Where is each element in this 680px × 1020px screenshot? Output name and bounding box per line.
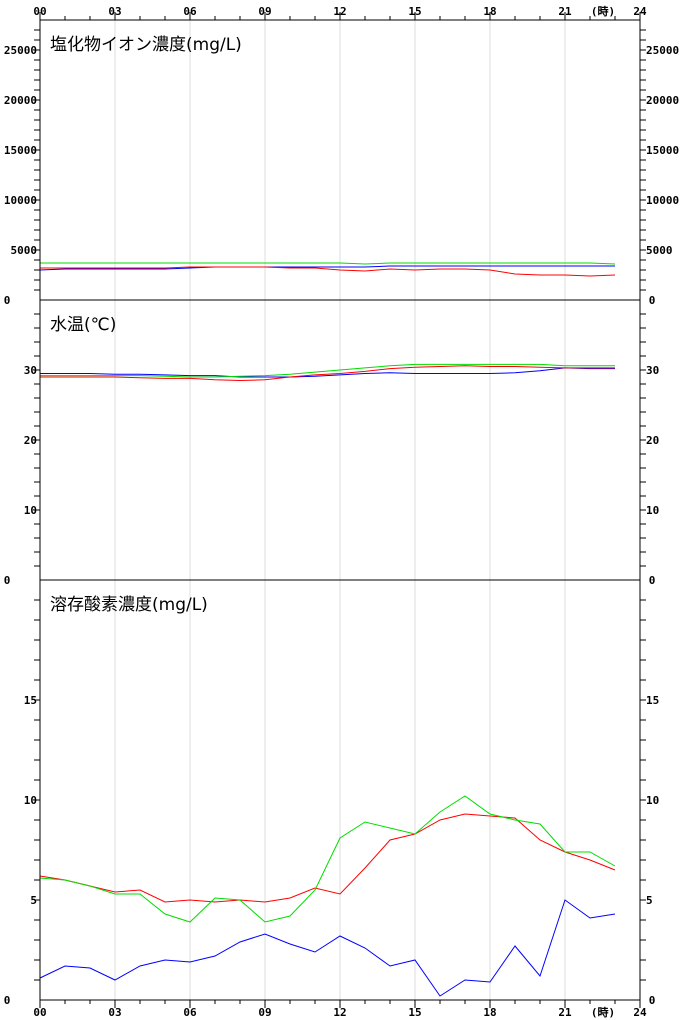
- y-tick-label-right: 0: [649, 994, 656, 1007]
- y-tick-label-right: 20: [646, 434, 659, 447]
- y-tick-label-right: 0: [649, 574, 656, 587]
- y-tick-label-right: 15: [646, 694, 659, 707]
- panel-title: 塩化物イオン濃度(mg/L): [50, 35, 242, 55]
- series-line-blue: [39, 899, 616, 997]
- y-tick-label-left: 0: [4, 294, 11, 307]
- y-tick-label-left: 15000: [4, 144, 37, 157]
- plot-frame: [39, 19, 641, 1001]
- y-tick-label-left: 0: [4, 574, 11, 587]
- x-tick-label-bottom: 24: [633, 1006, 647, 1019]
- series-line-green: [40, 363, 615, 378]
- series-line-red: [40, 365, 615, 382]
- x-tick-label-bottom: 15: [408, 1006, 421, 1019]
- y-tick-label-left: 10000: [4, 194, 37, 207]
- panel-title: 水温(℃): [50, 315, 116, 335]
- x-tick-label-bottom: 03: [108, 1006, 121, 1019]
- y-tick-label-right: 10: [646, 504, 659, 517]
- x-tick-label-bottom: 06: [183, 1006, 197, 1019]
- y-tick-label-left: 10: [24, 504, 37, 517]
- x-tick-label-bottom: 21: [558, 1006, 572, 1019]
- y-tick-label-right: 25000: [646, 44, 679, 57]
- series-line-green: [40, 262, 616, 265]
- y-tick-label-right: 20000: [646, 94, 679, 107]
- y-tick-label-left: 10: [24, 794, 37, 807]
- x-tick-label-top: 18: [483, 5, 496, 18]
- x-tick-label-top: 24: [633, 5, 647, 18]
- y-tick-label-left: 25000: [4, 44, 37, 57]
- x-tick-label-top: 21: [558, 5, 572, 18]
- x-tick-label-top: 03: [108, 5, 121, 18]
- y-tick-label-right: 30: [646, 364, 659, 377]
- x-tick-label-bottom: 18: [483, 1006, 496, 1019]
- y-tick-label-right: 5: [646, 894, 653, 907]
- panel-title: 溶存酸素濃度(mg/L): [50, 595, 208, 615]
- y-tick-label-left: 20: [24, 434, 37, 447]
- series-line-blue: [39, 265, 615, 271]
- x-tick-label-top: 00: [33, 5, 46, 18]
- x-tick-label-top: 15: [408, 5, 421, 18]
- series-line-blue: [40, 367, 615, 378]
- x-tick-label-bottom: 09: [258, 1006, 271, 1019]
- x-tick-label-top: 06: [183, 5, 197, 18]
- series-line-green: [39, 795, 616, 923]
- y-tick-label-left: 30: [24, 364, 37, 377]
- x-tick-label-bottom: 12: [333, 1006, 346, 1019]
- series-line-red: [40, 266, 616, 277]
- x-tick-label-top: 09: [258, 5, 271, 18]
- x-tick-label-top: 12: [333, 5, 346, 18]
- x-tick-label-bottom: 00: [33, 1006, 46, 1019]
- y-tick-label-left: 5: [30, 894, 37, 907]
- y-tick-label-right: 10: [646, 794, 659, 807]
- y-tick-label-left: 0: [4, 994, 11, 1007]
- y-tick-label-right: 15000: [646, 144, 679, 157]
- y-tick-label-left: 20000: [4, 94, 37, 107]
- x-axis-unit-bottom: (時): [591, 1005, 615, 1019]
- y-tick-label-left: 5000: [11, 244, 38, 257]
- y-tick-label-right: 10000: [646, 194, 679, 207]
- y-tick-label-left: 15: [24, 694, 37, 707]
- y-tick-label-right: 0: [649, 294, 656, 307]
- x-axis-unit-top: (時): [591, 4, 615, 18]
- y-tick-label-right: 5000: [646, 244, 673, 257]
- series-line-red: [39, 813, 616, 903]
